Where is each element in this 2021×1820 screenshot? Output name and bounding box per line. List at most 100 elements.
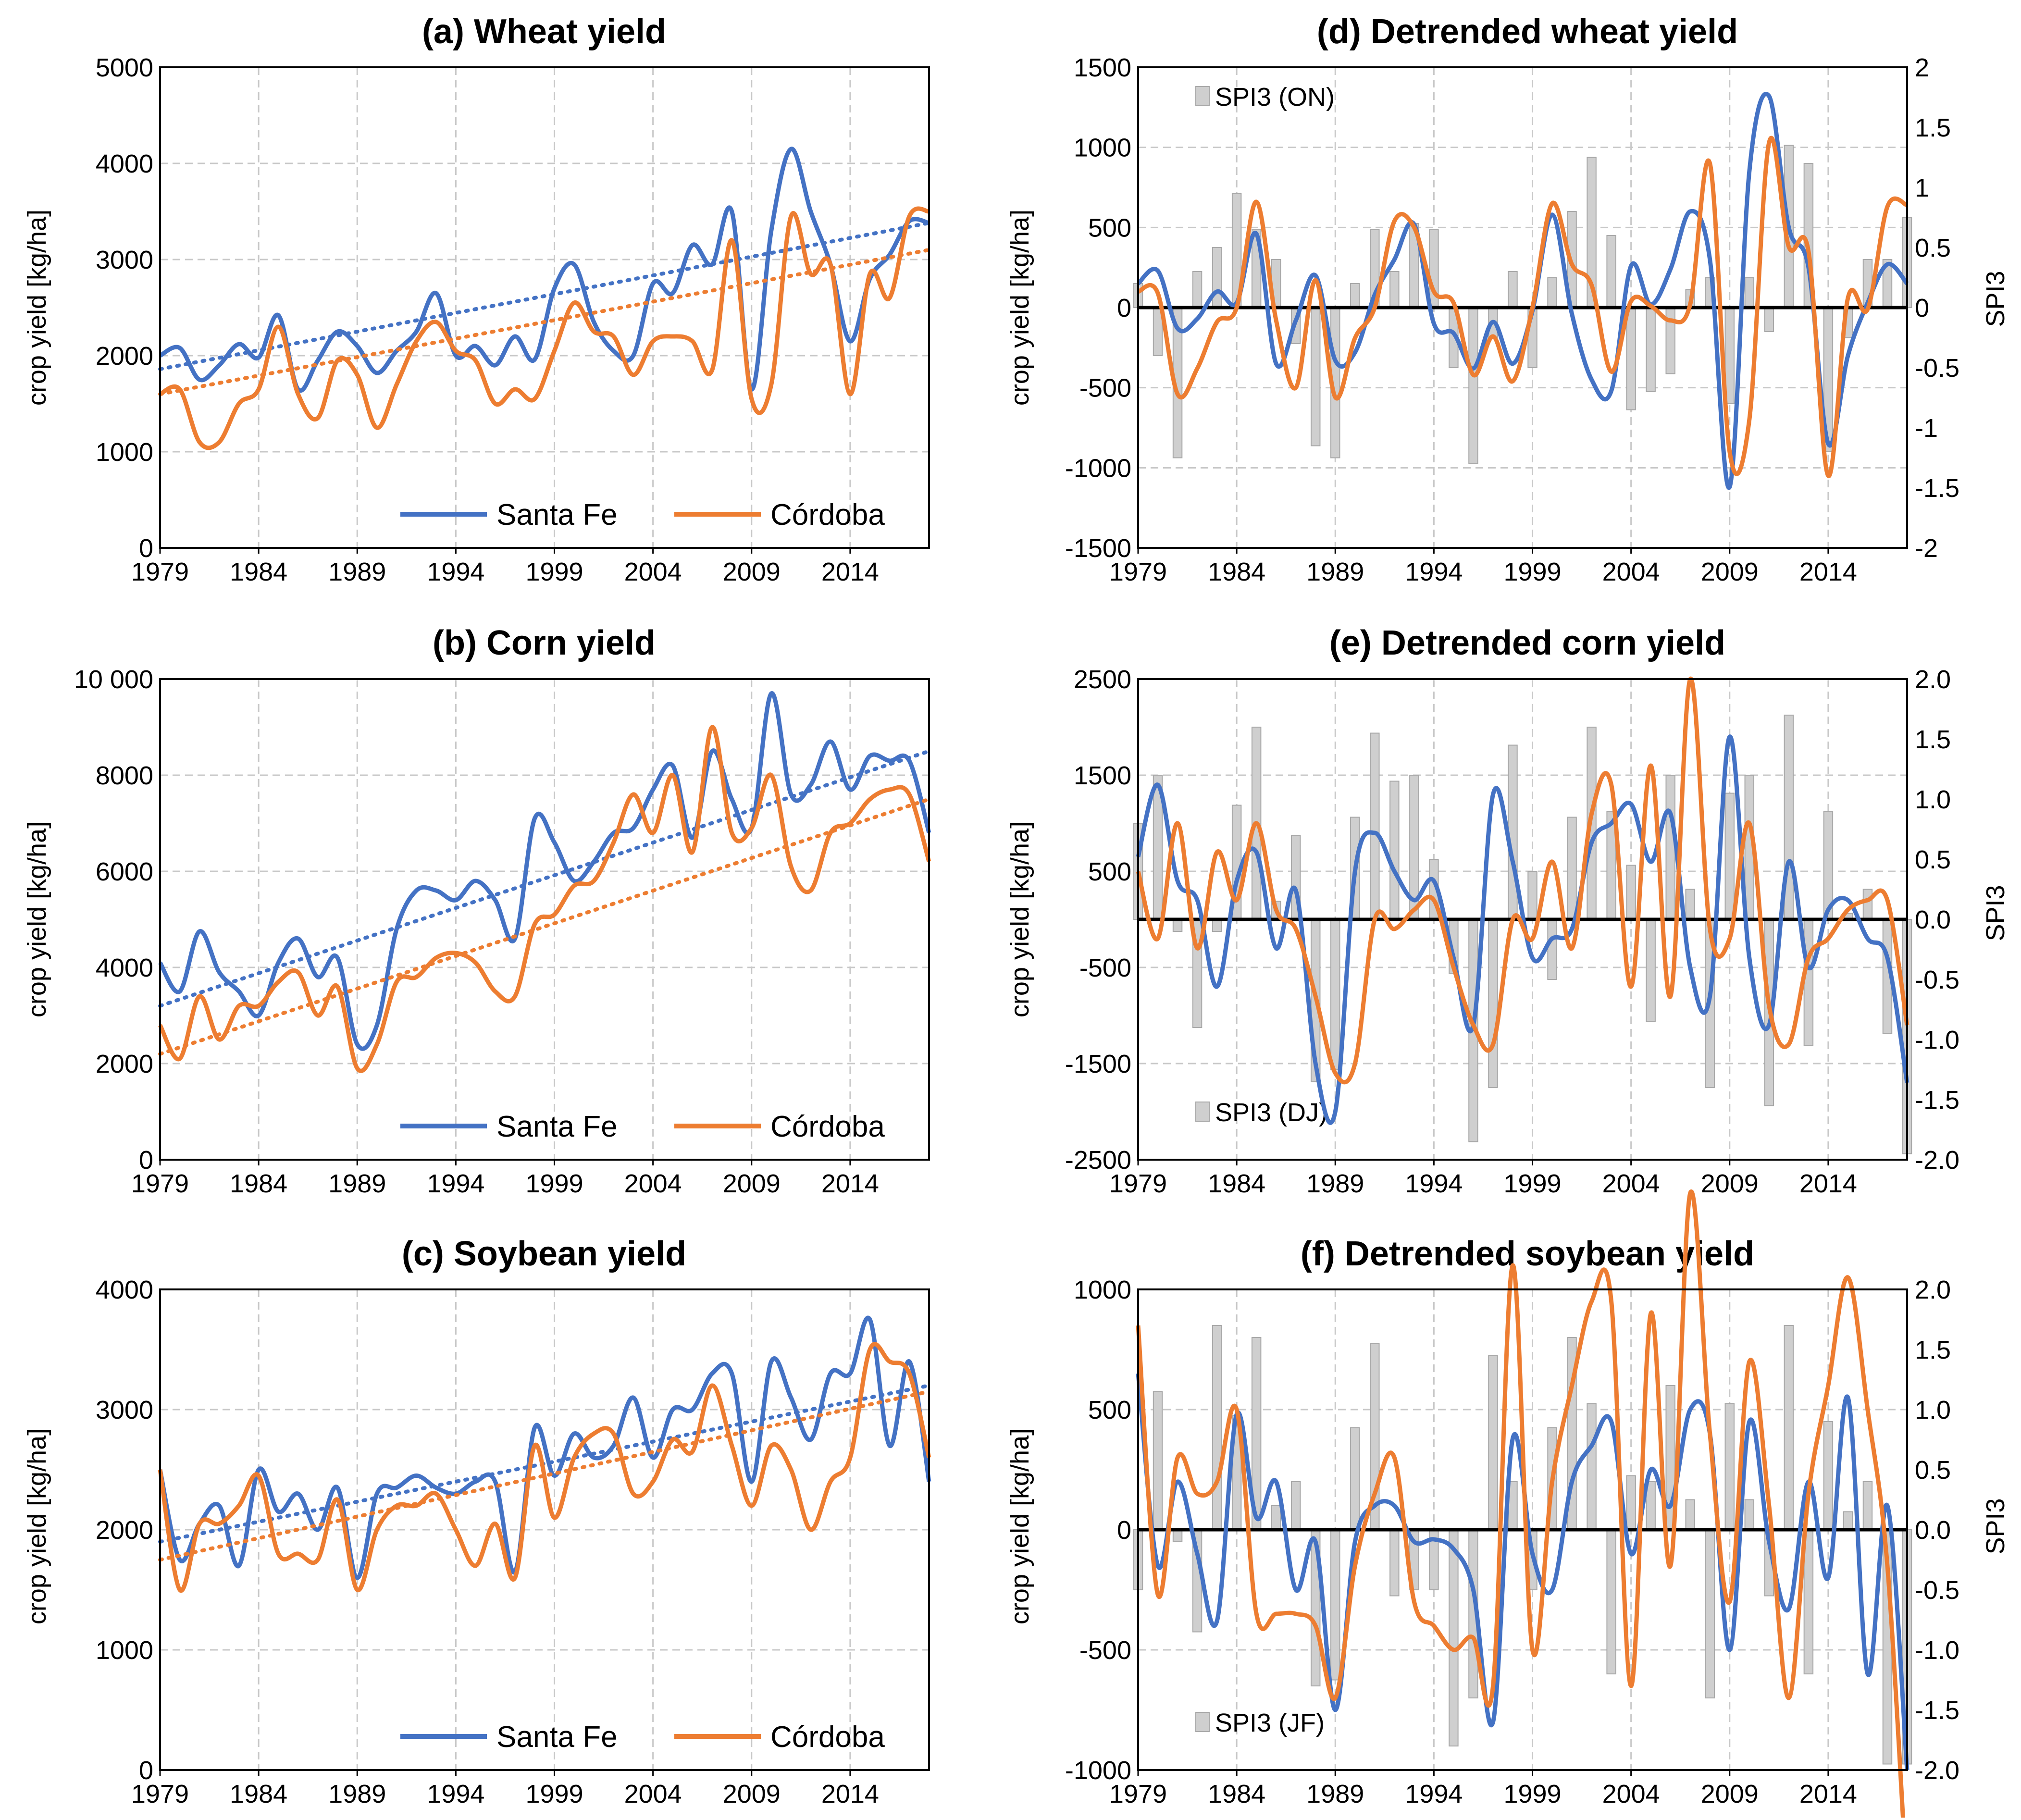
- bar-legend-label: SPI3 (DJ): [1215, 1098, 1327, 1127]
- spi3-bar: [1705, 1529, 1715, 1698]
- cordoba-trend-line: [158, 1389, 931, 1562]
- panel-e-title: (e) Detrended corn yield: [1329, 624, 1725, 662]
- ytick-label: 0: [139, 1146, 153, 1175]
- spi3-bar: [1212, 1325, 1222, 1530]
- ytick-label: 1000: [96, 438, 153, 467]
- y2tick-label: -2.0: [1915, 1756, 1959, 1785]
- ytick-label: -1500: [1065, 534, 1131, 563]
- spi3-bar: [1784, 1325, 1794, 1530]
- xtick-label: 1984: [1208, 557, 1265, 586]
- xtick-label: 2014: [821, 1169, 879, 1198]
- y2tick-label: 1.5: [1915, 725, 1951, 754]
- xtick-label: 2009: [1701, 1780, 1759, 1808]
- spi3-bar: [1823, 1421, 1834, 1530]
- spi3-bar: [1468, 307, 1478, 464]
- y2tick-label: -2.0: [1915, 1146, 1959, 1175]
- spi3-bar: [1192, 271, 1203, 308]
- xtick-label: 1979: [1109, 1780, 1167, 1808]
- spi3-bar: [1527, 871, 1537, 920]
- xtick-label: 1984: [1208, 1169, 1265, 1198]
- cordoba-series-line: [158, 725, 931, 1073]
- ytick-label: 1000: [1074, 1275, 1131, 1304]
- plot-frame: [1137, 66, 1908, 549]
- y2tick-label: -2: [1915, 534, 1938, 563]
- panel-b-ylabel: crop yield [kg/ha]: [23, 821, 51, 1017]
- cordoba-trend-line: [158, 248, 931, 396]
- ytick-label: 4000: [96, 149, 153, 178]
- ytick-label: 0: [1117, 294, 1131, 322]
- y2tick-label: 0.0: [1915, 1516, 1951, 1545]
- ytick-label: 3000: [96, 246, 153, 274]
- xtick-label: 1989: [1306, 1169, 1364, 1198]
- ytick-label: 5000: [96, 53, 153, 82]
- ytick-label: 2000: [96, 342, 153, 371]
- xtick-label: 1994: [427, 1169, 484, 1198]
- y2tick-label: 0.5: [1915, 234, 1951, 262]
- plot-frame: [159, 678, 930, 1161]
- ytick-label: 2500: [1074, 665, 1131, 694]
- y2tick-label: -1.5: [1915, 474, 1959, 503]
- spi3-bar: [1803, 919, 1814, 1046]
- spi3-bar: [1606, 235, 1616, 308]
- xtick-label: 2009: [1701, 1169, 1759, 1198]
- spi3-bar: [1646, 919, 1656, 1022]
- xtick-label: 2009: [723, 1780, 781, 1808]
- spi3-bar: [1488, 1355, 1498, 1530]
- spi3-bar: [1271, 1505, 1281, 1530]
- spi3-bar: [1212, 247, 1222, 308]
- panel-a-title: (a) Wheat yield: [422, 12, 666, 51]
- legend-label: Córdoba: [770, 498, 885, 532]
- santa-fe-series-line: [1136, 734, 1909, 1125]
- xtick-label: 2014: [1799, 1169, 1857, 1198]
- y2tick-label: 2.0: [1915, 665, 1951, 694]
- panel-f-detrended-soybean-yield: (f) Detrended soybean yield crop yield […: [1005, 1189, 2010, 1820]
- santa-fe-series-line: [158, 1315, 931, 1580]
- xtick-label: 2004: [1602, 1169, 1660, 1198]
- ytick-label: 500: [1088, 213, 1131, 242]
- spi3-bar: [1764, 307, 1774, 332]
- ytick-label: 0: [1117, 1516, 1131, 1545]
- spi3-bar: [1724, 1403, 1735, 1530]
- y2tick-label: 1.0: [1915, 1396, 1951, 1424]
- spi3-bar: [1744, 1499, 1755, 1530]
- ytick-label: 1000: [96, 1636, 153, 1665]
- spi3-bar: [1567, 817, 1577, 920]
- xtick-label: 2014: [821, 1780, 879, 1808]
- panel-d-ylabel: crop yield [kg/ha]: [1005, 210, 1034, 406]
- cordoba-series-line: [1136, 677, 1909, 1085]
- xtick-label: 1994: [1405, 1780, 1463, 1808]
- y2tick-label: -1.5: [1915, 1086, 1959, 1114]
- ytick-label: 0: [139, 1756, 153, 1785]
- spi3-bar: [1153, 1391, 1163, 1530]
- xtick-label: 1994: [1405, 557, 1463, 586]
- xtick-label: 1994: [427, 557, 484, 586]
- spi3-bar: [1311, 307, 1321, 446]
- ytick-label: 500: [1088, 857, 1131, 886]
- xtick-label: 2004: [624, 557, 682, 586]
- spi3-bar: [1862, 889, 1873, 920]
- spi3-bar: [1665, 775, 1675, 920]
- xtick-label: 2004: [1602, 1780, 1660, 1808]
- ytick-label: 1000: [1074, 134, 1131, 162]
- ytick-label: -1500: [1065, 1050, 1131, 1078]
- ytick-label: -1000: [1065, 454, 1131, 483]
- spi3-bar: [1330, 919, 1340, 1070]
- y2tick-label: 1.5: [1915, 1336, 1951, 1364]
- spi3-bar: [1626, 307, 1636, 410]
- xtick-label: 2014: [1799, 557, 1857, 586]
- spi3-bar: [1626, 1475, 1636, 1530]
- xtick-label: 1979: [131, 1169, 189, 1198]
- xtick-label: 1999: [525, 1780, 583, 1808]
- spi3-bar: [1389, 271, 1400, 308]
- y2tick-label: 0: [1915, 294, 1929, 322]
- ytick-label: 4000: [96, 953, 153, 982]
- spi3-bar: [1370, 732, 1380, 920]
- xtick-label: 2014: [1799, 1780, 1857, 1808]
- y2tick-label: 2: [1915, 53, 1929, 82]
- santa-fe-trend-line: [158, 1384, 931, 1544]
- xtick-label: 1989: [328, 557, 386, 586]
- spi3-bar: [1685, 889, 1695, 920]
- spi3-bar: [1330, 1529, 1340, 1681]
- spi3-bar: [1587, 1403, 1597, 1530]
- spi3-bar: [1843, 1511, 1853, 1530]
